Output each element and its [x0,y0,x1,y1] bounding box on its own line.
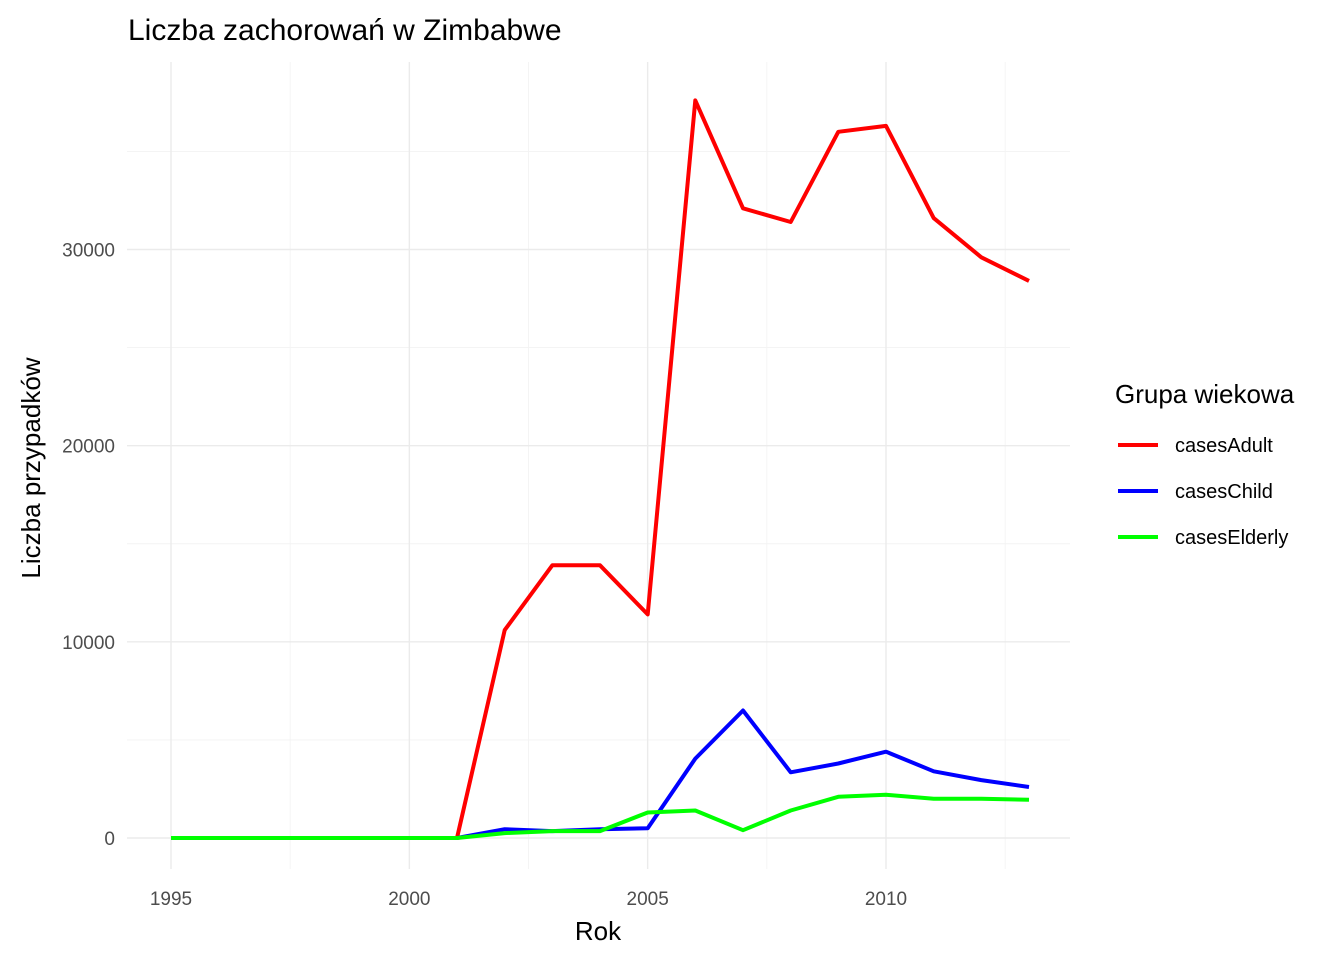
x-tick-label: 2005 [627,889,669,910]
x-tick-label: 1995 [150,889,192,910]
x-tick-labels: 1995 2000 2005 2010 [150,889,907,910]
legend-label-casesAdult: casesAdult [1175,435,1273,457]
y-tick-label: 0 [104,829,115,850]
legend: Grupa wiekowa casesAdult casesChild casesE… [1115,379,1295,549]
y-tick-label: 10000 [62,633,115,654]
legend-label-casesChild: casesChild [1175,481,1273,503]
x-tick-label: 2000 [388,889,430,910]
y-tick-labels: 0 10000 20000 30000 [62,241,115,851]
series-line-casesElderly [171,792,1030,840]
legend-title: Grupa wiekowa [1115,379,1295,409]
x-tick-label: 2010 [865,889,907,910]
y-tick-label: 30000 [62,241,115,262]
y-axis-title: Liczba przypadków [16,357,46,578]
grid [127,62,1070,869]
legend-items: casesAdult casesChild casesElderly [1118,435,1288,549]
chart-title: Liczba zachorowań w Zimbabwe [128,14,562,47]
y-tick-label: 20000 [62,437,115,458]
x-axis-title: Rok [575,916,622,946]
legend-label-casesElderly: casesElderly [1175,527,1288,549]
series-lines [171,98,1030,840]
